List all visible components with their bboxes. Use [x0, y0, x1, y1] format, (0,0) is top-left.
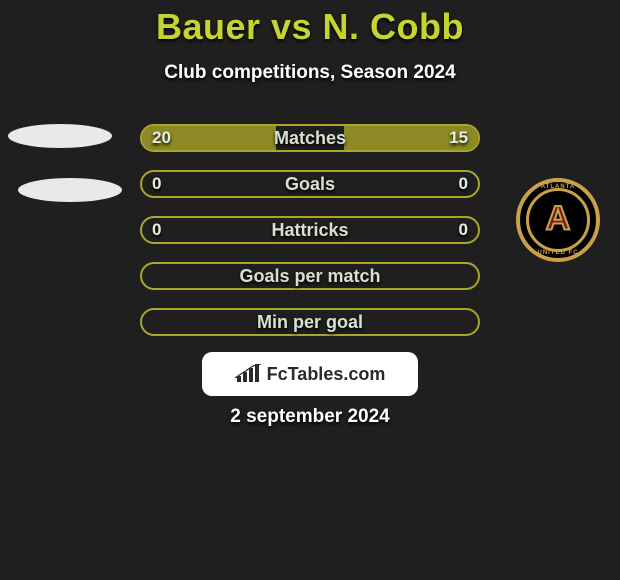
stat-value-left: 0 [152, 220, 161, 240]
stat-bar: 0 Hattricks 0 [140, 216, 480, 244]
club-crest-right: ATLANTA A UNITED FC [516, 178, 600, 262]
stat-bar: Min per goal [140, 308, 480, 336]
stat-label: Min per goal [257, 312, 363, 333]
stat-bar: 0 Goals 0 [140, 170, 480, 198]
stat-value-right: 0 [459, 220, 468, 240]
stat-bar: Goals per match [140, 262, 480, 290]
crest-text-bottom: UNITED FC [516, 250, 600, 256]
stat-value-right: 15 [449, 128, 468, 148]
generated-date: 2 september 2024 [0, 406, 620, 428]
bar-chart-icon [235, 364, 263, 384]
watermark-text: FcTables.com [267, 364, 386, 385]
crest-letter: A [546, 200, 571, 239]
player-left-silhouette-1 [8, 124, 112, 148]
stat-label: Goals [285, 174, 335, 195]
stat-bars: 20 Matches 15 0 Goals 0 0 Hattricks 0 Go… [140, 124, 480, 354]
stat-label: Hattricks [271, 220, 348, 241]
page-subtitle: Club competitions, Season 2024 [0, 62, 620, 84]
watermark-plate: FcTables.com [202, 352, 418, 396]
stat-label: Goals per match [239, 266, 380, 287]
comparison-infographic: Bauer vs N. Cobb Club competitions, Seas… [0, 0, 620, 580]
stat-label: Matches [274, 128, 346, 149]
stat-value-right: 0 [459, 174, 468, 194]
stat-bar: 20 Matches 15 [140, 124, 480, 152]
crest-text-top: ATLANTA [516, 184, 600, 190]
stat-value-left: 0 [152, 174, 161, 194]
player-left-silhouette-2 [18, 178, 122, 202]
stat-value-left: 20 [152, 128, 171, 148]
page-title: Bauer vs N. Cobb [0, 0, 620, 48]
